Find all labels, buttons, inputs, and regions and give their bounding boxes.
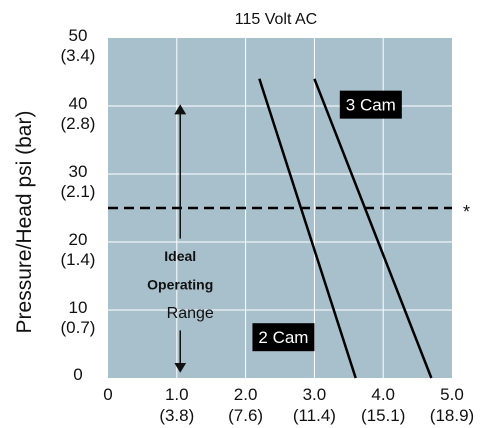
y-tick-label-4: 40 [69, 94, 88, 113]
range-text-2: Range [167, 305, 214, 322]
y-tick-label-0: 0 [73, 365, 82, 384]
y-tick-label-3: 30 [69, 162, 88, 181]
reference-asterisk: * [463, 202, 470, 222]
y-tick-sublabel-3: (2.1) [61, 182, 96, 201]
x-tick-sublabel-2: (7.6) [228, 406, 263, 425]
x-tick-sublabel-3: (11.4) [293, 406, 336, 425]
x-tick-label-0: 0 [103, 385, 112, 404]
y-tick-label-1: 10 [69, 298, 88, 317]
x-tick-sublabel-1: (3.8) [159, 406, 194, 425]
x-tick-sublabel-4: (15.1) [361, 406, 405, 425]
y-tick-sublabel-5: (3.4) [61, 46, 96, 65]
x-tick-sublabel-5: (18.9) [430, 406, 474, 425]
x-tick-label-1: 1.0 [165, 385, 189, 404]
y-tick-sublabel-1: (0.7) [61, 318, 96, 337]
range-text-1: Operating [147, 277, 213, 293]
series-line-1 [313, 78, 433, 379]
y-tick-sublabel-4: (2.8) [61, 114, 96, 133]
x-tick-label-4: 4.0 [371, 385, 395, 404]
series-line-0 [258, 78, 357, 379]
y-tick-sublabel-2: (1.4) [61, 250, 96, 269]
series-label-1: 3 Cam [346, 96, 396, 115]
series-label-0: 2 Cam [258, 328, 308, 347]
series-label-box-1 [339, 90, 402, 119]
y-axis-label: Pressure/Head psi (bar) [13, 111, 36, 334]
x-tick-label-3: 3.0 [303, 385, 327, 404]
x-tick-label-5: 5.0 [440, 385, 464, 404]
range-text-0: Ideal [164, 248, 196, 264]
y-tick-label-5: 50 [69, 26, 88, 45]
x-tick-label-2: 2.0 [234, 385, 258, 404]
chart-title: 115 Volt AC [235, 11, 317, 28]
y-tick-label-2: 20 [69, 230, 88, 249]
series-label-box-0 [252, 323, 315, 352]
